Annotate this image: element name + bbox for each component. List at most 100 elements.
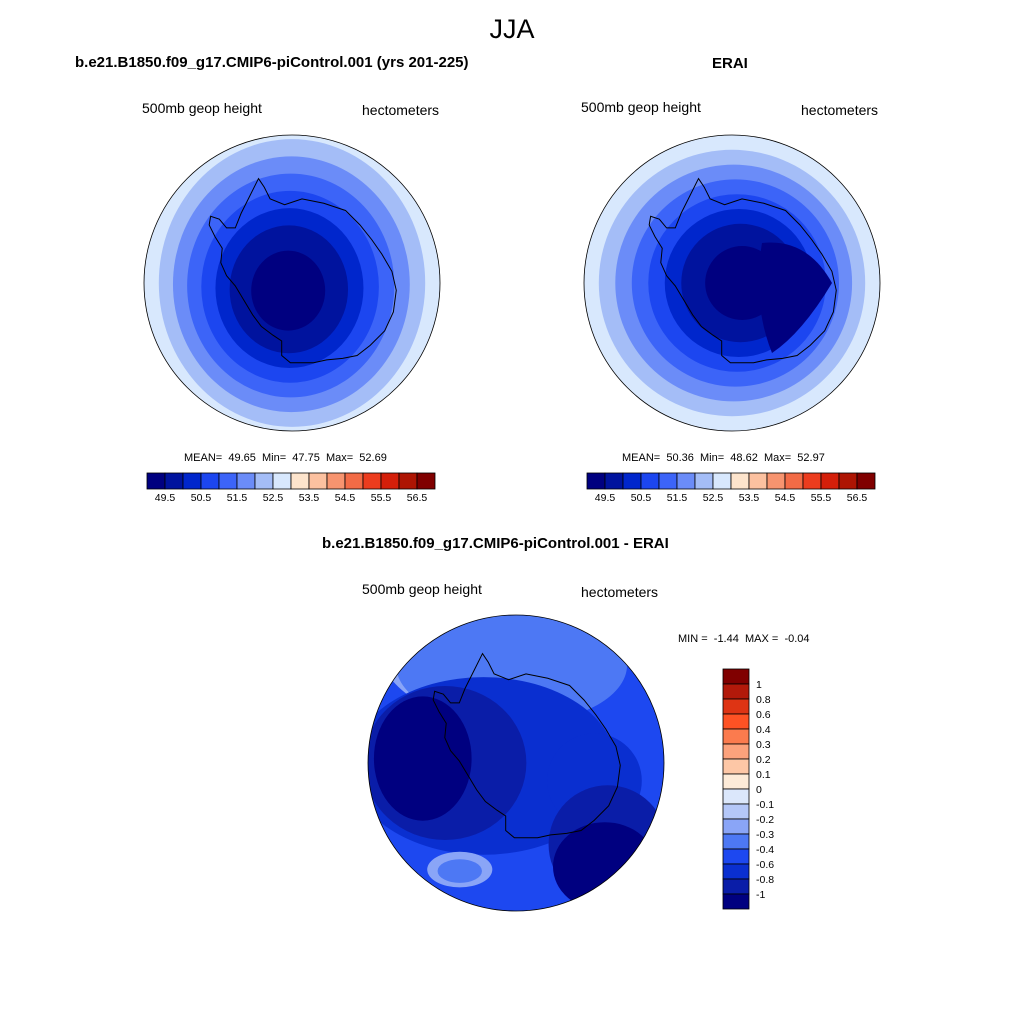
- panel2-colorbar-tick: 52.5: [703, 492, 724, 504]
- panel2-stats: MEAN= 50.36 Min= 48.62 Max= 52.97: [622, 452, 825, 464]
- panel1-colorbar-box: [398, 472, 418, 490]
- panel2-colorbar-box: [622, 472, 642, 490]
- panel2-colorbar-box: [586, 472, 606, 490]
- panel3-colorbar-box: [722, 683, 750, 700]
- panel3-colorbar-box: [722, 713, 750, 730]
- panel2-min-value: 48.62: [730, 452, 758, 464]
- panel2-colorbar: 49.5 50.5 51.5 52.5 53.5 54.5 55.5 56.5: [586, 472, 876, 504]
- panel1-max-label: Max=: [325, 452, 354, 464]
- panel3-colorbar-box: [722, 818, 750, 835]
- panel2-colorbar-box: [802, 472, 822, 490]
- panel3-colorbar-box: [722, 788, 750, 805]
- panel3-colorbar-tick: 1: [756, 679, 762, 691]
- panel2-colorbar-box: [694, 472, 714, 490]
- panel3-colorbar-tick: -0.6: [756, 859, 774, 871]
- panel3-colorbar-box: [722, 668, 750, 685]
- panel2-colorbar-tick: 55.5: [811, 492, 832, 504]
- panel2-title: ERAI: [712, 55, 748, 72]
- panel2-mean-value: 50.36: [666, 452, 694, 464]
- panel1-colorbar-tick: 54.5: [335, 492, 356, 504]
- panel2-colorbar-box: [712, 472, 732, 490]
- panel2-colorbar-box: [730, 472, 750, 490]
- panel3-title: b.e21.B1850.f09_g17.CMIP6-piControl.001 …: [322, 535, 669, 552]
- panel2-colorbar-box: [838, 472, 858, 490]
- panel3-max-value: -0.04: [784, 633, 810, 645]
- panel3-colorbar-box: [722, 893, 750, 910]
- panel1-colorbar-box: [416, 472, 436, 490]
- panel1-colorbar: 49.5 50.5 51.5 52.5 53.5 54.5 55.5 56.5: [146, 472, 436, 504]
- panel3-min-value: -1.44: [713, 633, 739, 645]
- panel3-contour-band: [553, 822, 657, 911]
- panel1-colorbar-tick: 53.5: [299, 492, 320, 504]
- panel3-colorbar-box: [722, 803, 750, 820]
- panel1-colorbar-box: [182, 472, 202, 490]
- panel1-colorbar-tick: 49.5: [155, 492, 176, 504]
- panel3-colorbar-tick: 0.4: [756, 724, 771, 736]
- panel2-colorbar-tick: 54.5: [775, 492, 796, 504]
- panel3-colorbar-box: [722, 773, 750, 790]
- panel1-colorbar-tick: 50.5: [191, 492, 212, 504]
- panel3-colorbar-tick: 0.3: [756, 739, 771, 751]
- panel2-colorbar-box: [784, 472, 804, 490]
- panel2-colorbar-box: [676, 472, 696, 490]
- panel2-colorbar-box: [820, 472, 840, 490]
- panel1-colorbar-box: [200, 472, 220, 490]
- panel1-colorbar-tick: 52.5: [263, 492, 284, 504]
- panel2-left-label: 500mb geop height: [581, 99, 701, 115]
- panel3-colorbar-tick: -0.8: [756, 874, 774, 886]
- panel2-colorbar-box: [748, 472, 768, 490]
- panel1-colorbar-box: [326, 472, 346, 490]
- panel3-colorbar-tick: -0.4: [756, 844, 774, 856]
- panel3-max-label: MAX =: [744, 633, 779, 645]
- panel1-colorbar-box: [380, 472, 400, 490]
- figure-title: JJA: [489, 14, 535, 44]
- panel3-right-label: hectometers: [581, 584, 659, 600]
- panel1-max-value: 52.69: [359, 452, 387, 464]
- panel2-map: [584, 135, 880, 431]
- panel3-stats: MIN = -1.44 MAX = -0.04: [678, 633, 810, 645]
- panel3-colorbar-tick: 0.6: [756, 709, 771, 721]
- panel1-colorbar-tick: 51.5: [227, 492, 248, 504]
- panel3-colorbar-box: [722, 848, 750, 865]
- panel2-colorbar-box: [856, 472, 876, 490]
- panel1-colorbar-box: [362, 472, 382, 490]
- panel3-colorbar-tick: 0: [756, 784, 762, 796]
- panel1-colorbar-box: [308, 472, 328, 490]
- panel3-contour-band: [437, 859, 482, 883]
- panel2-map-border: [583, 134, 881, 432]
- panel1-stats: MEAN= 49.65 Min= 47.75 Max= 52.69: [184, 452, 387, 464]
- panel1-colorbar-box: [146, 472, 166, 490]
- panel3-colorbar-tick: -1: [756, 889, 765, 901]
- panel1-colorbar-tick: 56.5: [407, 492, 428, 504]
- panel1-left-label: 500mb geop height: [142, 100, 262, 116]
- panel1-right-label: hectometers: [362, 102, 440, 118]
- panel3-colorbar-box: [722, 758, 750, 775]
- panel3-min-label: MIN =: [678, 633, 708, 645]
- panel2-colorbar-box: [766, 472, 786, 490]
- panel2-colorbar-box: [658, 472, 678, 490]
- panel3-colorbar-tick: -0.1: [756, 799, 774, 811]
- panel1-min-value: 47.75: [292, 452, 320, 464]
- panel1-min-label: Min=: [262, 452, 287, 464]
- panel1-colorbar-box: [236, 472, 256, 490]
- panel2-colorbar-tick: 50.5: [631, 492, 652, 504]
- panel2-colorbar-box: [604, 472, 624, 490]
- panel2-max-label: Max=: [763, 452, 792, 464]
- panel3-colorbar-tick: -0.3: [756, 829, 774, 841]
- panel1-colorbar-box: [290, 472, 310, 490]
- panel2-colorbar-tick: 53.5: [739, 492, 760, 504]
- panel3-colorbar-box: [722, 878, 750, 895]
- panel3-colorbar-box: [722, 698, 750, 715]
- panel2-right-label: hectometers: [801, 102, 879, 118]
- panel1-colorbar-tick: 55.5: [371, 492, 392, 504]
- panel1-map: [144, 135, 440, 431]
- panel3-colorbar-box: [722, 728, 750, 745]
- panel2-colorbar-box: [640, 472, 660, 490]
- panel1-title: b.e21.B1850.f09_g17.CMIP6-piControl.001 …: [75, 54, 469, 71]
- panel1-contour-band: [251, 250, 326, 331]
- panel1-colorbar-box: [344, 472, 364, 490]
- panel3-colorbar-tick: 0.8: [756, 694, 771, 706]
- panel3-left-label: 500mb geop height: [362, 581, 482, 597]
- panel1-mean-label: MEAN=: [184, 452, 223, 464]
- panel2-colorbar-tick: 56.5: [847, 492, 868, 504]
